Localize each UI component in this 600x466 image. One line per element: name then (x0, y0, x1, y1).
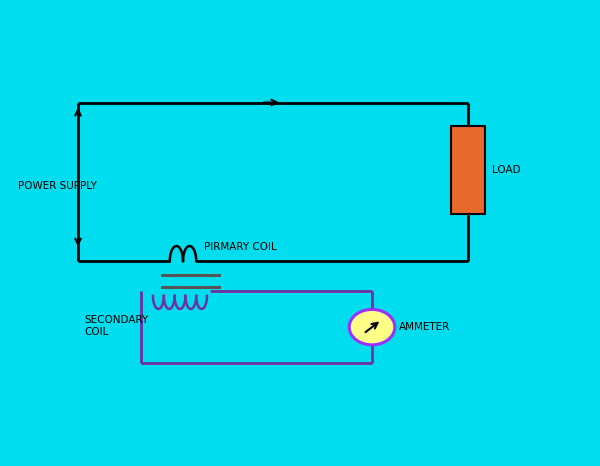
Text: SECONDARY
COIL: SECONDARY COIL (84, 315, 148, 337)
Text: LOAD: LOAD (492, 165, 521, 175)
Text: POWER SUPPLY: POWER SUPPLY (18, 181, 97, 192)
Text: AMMETER: AMMETER (399, 322, 450, 332)
Bar (451, 126, 485, 214)
Circle shape (349, 309, 395, 345)
Text: PIRMARY COIL: PIRMARY COIL (204, 242, 277, 252)
